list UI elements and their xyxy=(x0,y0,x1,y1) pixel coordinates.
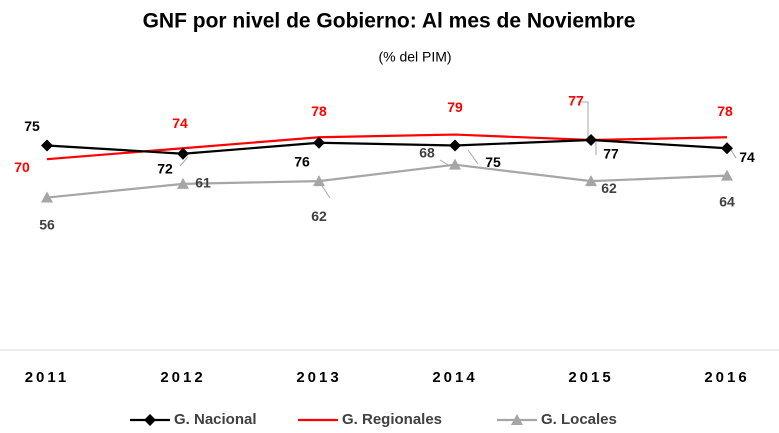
data-label: 72 xyxy=(157,160,173,176)
marker xyxy=(41,139,53,152)
series-line xyxy=(46,138,728,155)
data-label: 75 xyxy=(485,154,501,170)
data-label: 61 xyxy=(195,175,211,191)
series-line xyxy=(46,133,728,161)
data-label: 76 xyxy=(294,153,310,169)
marker xyxy=(449,139,461,152)
marker xyxy=(449,158,461,170)
legend-label: G. Nacional xyxy=(174,411,257,428)
x-tick-label: 2016 xyxy=(704,369,749,386)
chart-subtitle: (% del PIM) xyxy=(378,49,451,65)
marker xyxy=(177,177,189,189)
data-label: 77 xyxy=(603,146,619,162)
data-label: 64 xyxy=(719,193,735,209)
legend-marker xyxy=(511,414,523,425)
leader-lines xyxy=(179,101,737,199)
marker xyxy=(721,142,733,155)
data-label: 70 xyxy=(14,159,30,175)
x-tick-label: 2011 xyxy=(25,369,70,386)
marker xyxy=(721,169,733,181)
marker xyxy=(313,175,325,187)
marker xyxy=(585,175,597,187)
marker xyxy=(313,136,325,149)
data-label: 56 xyxy=(39,216,55,232)
data-label: 62 xyxy=(601,180,617,196)
data-label: 74 xyxy=(739,149,755,165)
x-tick-label: 2013 xyxy=(296,369,341,386)
data-label: 77 xyxy=(568,93,584,109)
marker xyxy=(177,147,189,160)
marker xyxy=(41,191,53,203)
chart-title: GNF por nivel de Gobierno: Al mes de Nov… xyxy=(143,10,636,33)
marker xyxy=(585,134,597,147)
data-label: 75 xyxy=(24,118,40,134)
legend-label: G. Regionales xyxy=(342,411,442,428)
legend-label: G. Locales xyxy=(541,411,617,428)
series-line xyxy=(46,163,728,199)
data-label: 68 xyxy=(419,144,435,160)
x-tick-label: 2012 xyxy=(160,369,205,386)
data-label: 78 xyxy=(717,103,733,119)
legend-marker xyxy=(144,414,156,426)
data-label: 78 xyxy=(311,103,327,119)
data-label: 74 xyxy=(172,115,188,131)
data-label: 62 xyxy=(311,208,327,224)
x-tick-label: 2014 xyxy=(432,369,477,386)
data-label: 79 xyxy=(447,99,463,115)
x-tick-label: 2015 xyxy=(568,369,613,386)
